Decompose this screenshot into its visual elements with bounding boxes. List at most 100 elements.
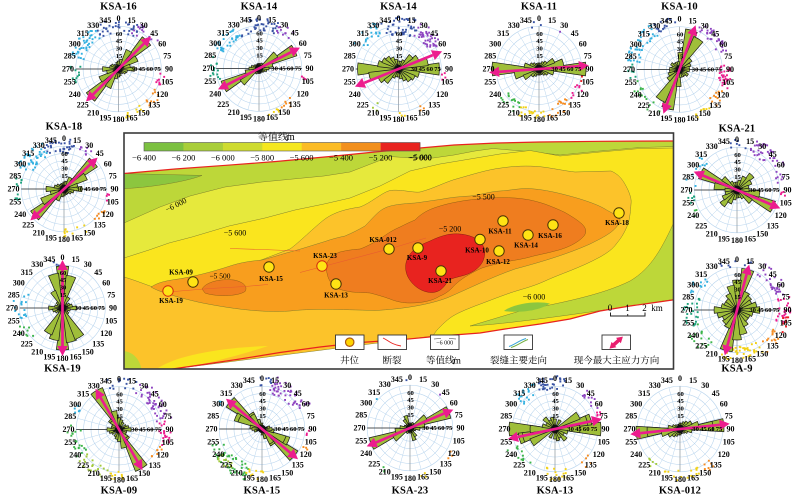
svg-text:75: 75 [600, 412, 608, 421]
svg-text:45: 45 [116, 399, 123, 406]
svg-text:255: 255 [9, 198, 21, 207]
svg-text:195: 195 [240, 113, 252, 122]
svg-text:75: 75 [446, 425, 453, 432]
svg-text:285: 285 [9, 172, 21, 181]
svg-text:KSA-9: KSA-9 [721, 364, 752, 375]
svg-text:15: 15 [72, 255, 80, 264]
svg-text:45: 45 [116, 38, 123, 45]
svg-text:330: 330 [87, 21, 99, 30]
svg-text:15: 15 [419, 375, 427, 384]
svg-text:75: 75 [107, 291, 115, 300]
svg-text:30: 30 [551, 66, 558, 73]
svg-text:KSA-09: KSA-09 [101, 486, 138, 497]
svg-text:240: 240 [687, 331, 699, 340]
svg-text:300: 300 [360, 398, 372, 407]
svg-text:255: 255 [625, 78, 637, 87]
svg-text:60: 60 [438, 39, 446, 48]
svg-text:90: 90 [726, 65, 734, 74]
svg-text:345: 345 [536, 376, 548, 385]
svg-text:240: 240 [209, 89, 221, 98]
svg-text:60: 60 [60, 270, 67, 277]
svg-text:195: 195 [45, 233, 57, 242]
svg-text:75: 75 [773, 187, 780, 194]
svg-text:240: 240 [212, 450, 224, 459]
svg-text:KSA-10: KSA-10 [465, 246, 489, 254]
svg-text:315: 315 [21, 268, 33, 277]
svg-text:165: 165 [126, 474, 138, 483]
svg-text:105: 105 [302, 77, 314, 86]
svg-text:45: 45 [700, 426, 707, 433]
svg-text:45: 45 [294, 389, 302, 398]
svg-text:120: 120 [718, 450, 730, 459]
svg-text:240: 240 [13, 329, 25, 338]
svg-text:315: 315 [357, 29, 369, 38]
svg-text:−6 000: −6 000 [211, 153, 235, 163]
svg-text:285: 285 [355, 411, 367, 420]
svg-text:330: 330 [508, 21, 520, 30]
svg-text:330: 330 [648, 21, 660, 30]
svg-text:60: 60 [765, 307, 772, 314]
svg-text:345: 345 [660, 16, 672, 25]
svg-text:45: 45 [256, 38, 263, 45]
svg-text:30: 30 [396, 46, 403, 53]
svg-text:345: 345 [391, 375, 403, 384]
svg-text:15: 15 [259, 413, 266, 420]
svg-text:255: 255 [207, 438, 219, 447]
svg-text:30: 30 [677, 406, 684, 413]
svg-text:240: 240 [630, 450, 642, 459]
svg-text:315: 315 [217, 28, 229, 37]
svg-text:150: 150 [756, 229, 768, 238]
svg-text:30: 30 [758, 142, 766, 151]
svg-text:60: 60 [438, 425, 445, 432]
svg-text:315: 315 [695, 150, 707, 159]
svg-text:150: 150 [756, 349, 768, 358]
svg-text:330: 330 [706, 262, 718, 271]
svg-text:180: 180 [256, 475, 268, 484]
svg-text:150: 150 [138, 108, 150, 117]
svg-text:−6 000: −6 000 [436, 341, 453, 347]
svg-text:0: 0 [608, 303, 613, 313]
svg-text:270: 270 [62, 65, 74, 74]
svg-text:m: m [454, 357, 462, 367]
svg-text:195: 195 [520, 113, 532, 122]
svg-text:−5 400: −5 400 [329, 153, 353, 163]
svg-text:15: 15 [61, 173, 68, 180]
svg-text:210: 210 [508, 108, 520, 117]
svg-text:−5 800: −5 800 [250, 153, 274, 163]
svg-text:60: 60 [720, 399, 728, 408]
svg-text:210: 210 [231, 468, 243, 477]
svg-text:45: 45 [279, 66, 286, 73]
svg-text:KSA-09: KSA-09 [169, 268, 193, 276]
svg-text:45: 45 [291, 28, 299, 37]
svg-text:−5 600: −5 600 [290, 153, 314, 163]
svg-text:285: 285 [682, 293, 694, 302]
svg-text:225: 225 [638, 460, 650, 469]
svg-text:15: 15 [677, 413, 684, 420]
svg-text:60: 60 [158, 39, 166, 48]
svg-text:90: 90 [309, 425, 317, 434]
svg-text:60: 60 [299, 39, 307, 48]
svg-text:75: 75 [575, 66, 582, 73]
svg-text:60: 60 [407, 390, 414, 397]
svg-text:45: 45 [151, 389, 159, 398]
svg-text:225: 225 [638, 101, 650, 110]
svg-text:30: 30 [140, 21, 148, 30]
svg-text:30: 30 [749, 187, 756, 194]
svg-text:75: 75 [725, 412, 733, 421]
svg-text:240: 240 [360, 449, 372, 458]
svg-text:150: 150 [83, 228, 95, 237]
svg-text:0: 0 [408, 373, 412, 382]
svg-text:120: 120 [593, 450, 605, 459]
svg-text:300: 300 [505, 399, 517, 408]
svg-text:120: 120 [448, 449, 460, 458]
svg-text:0: 0 [735, 255, 739, 264]
svg-text:60: 60 [777, 160, 785, 169]
svg-text:120: 120 [775, 211, 787, 220]
svg-text:0: 0 [678, 15, 682, 24]
svg-text:45: 45 [430, 29, 438, 38]
svg-text:315: 315 [77, 29, 89, 38]
svg-text:210: 210 [379, 467, 391, 476]
svg-text:−6 200: −6 200 [171, 153, 195, 163]
svg-text:30: 30 [411, 66, 418, 73]
svg-text:225: 225 [220, 460, 232, 469]
